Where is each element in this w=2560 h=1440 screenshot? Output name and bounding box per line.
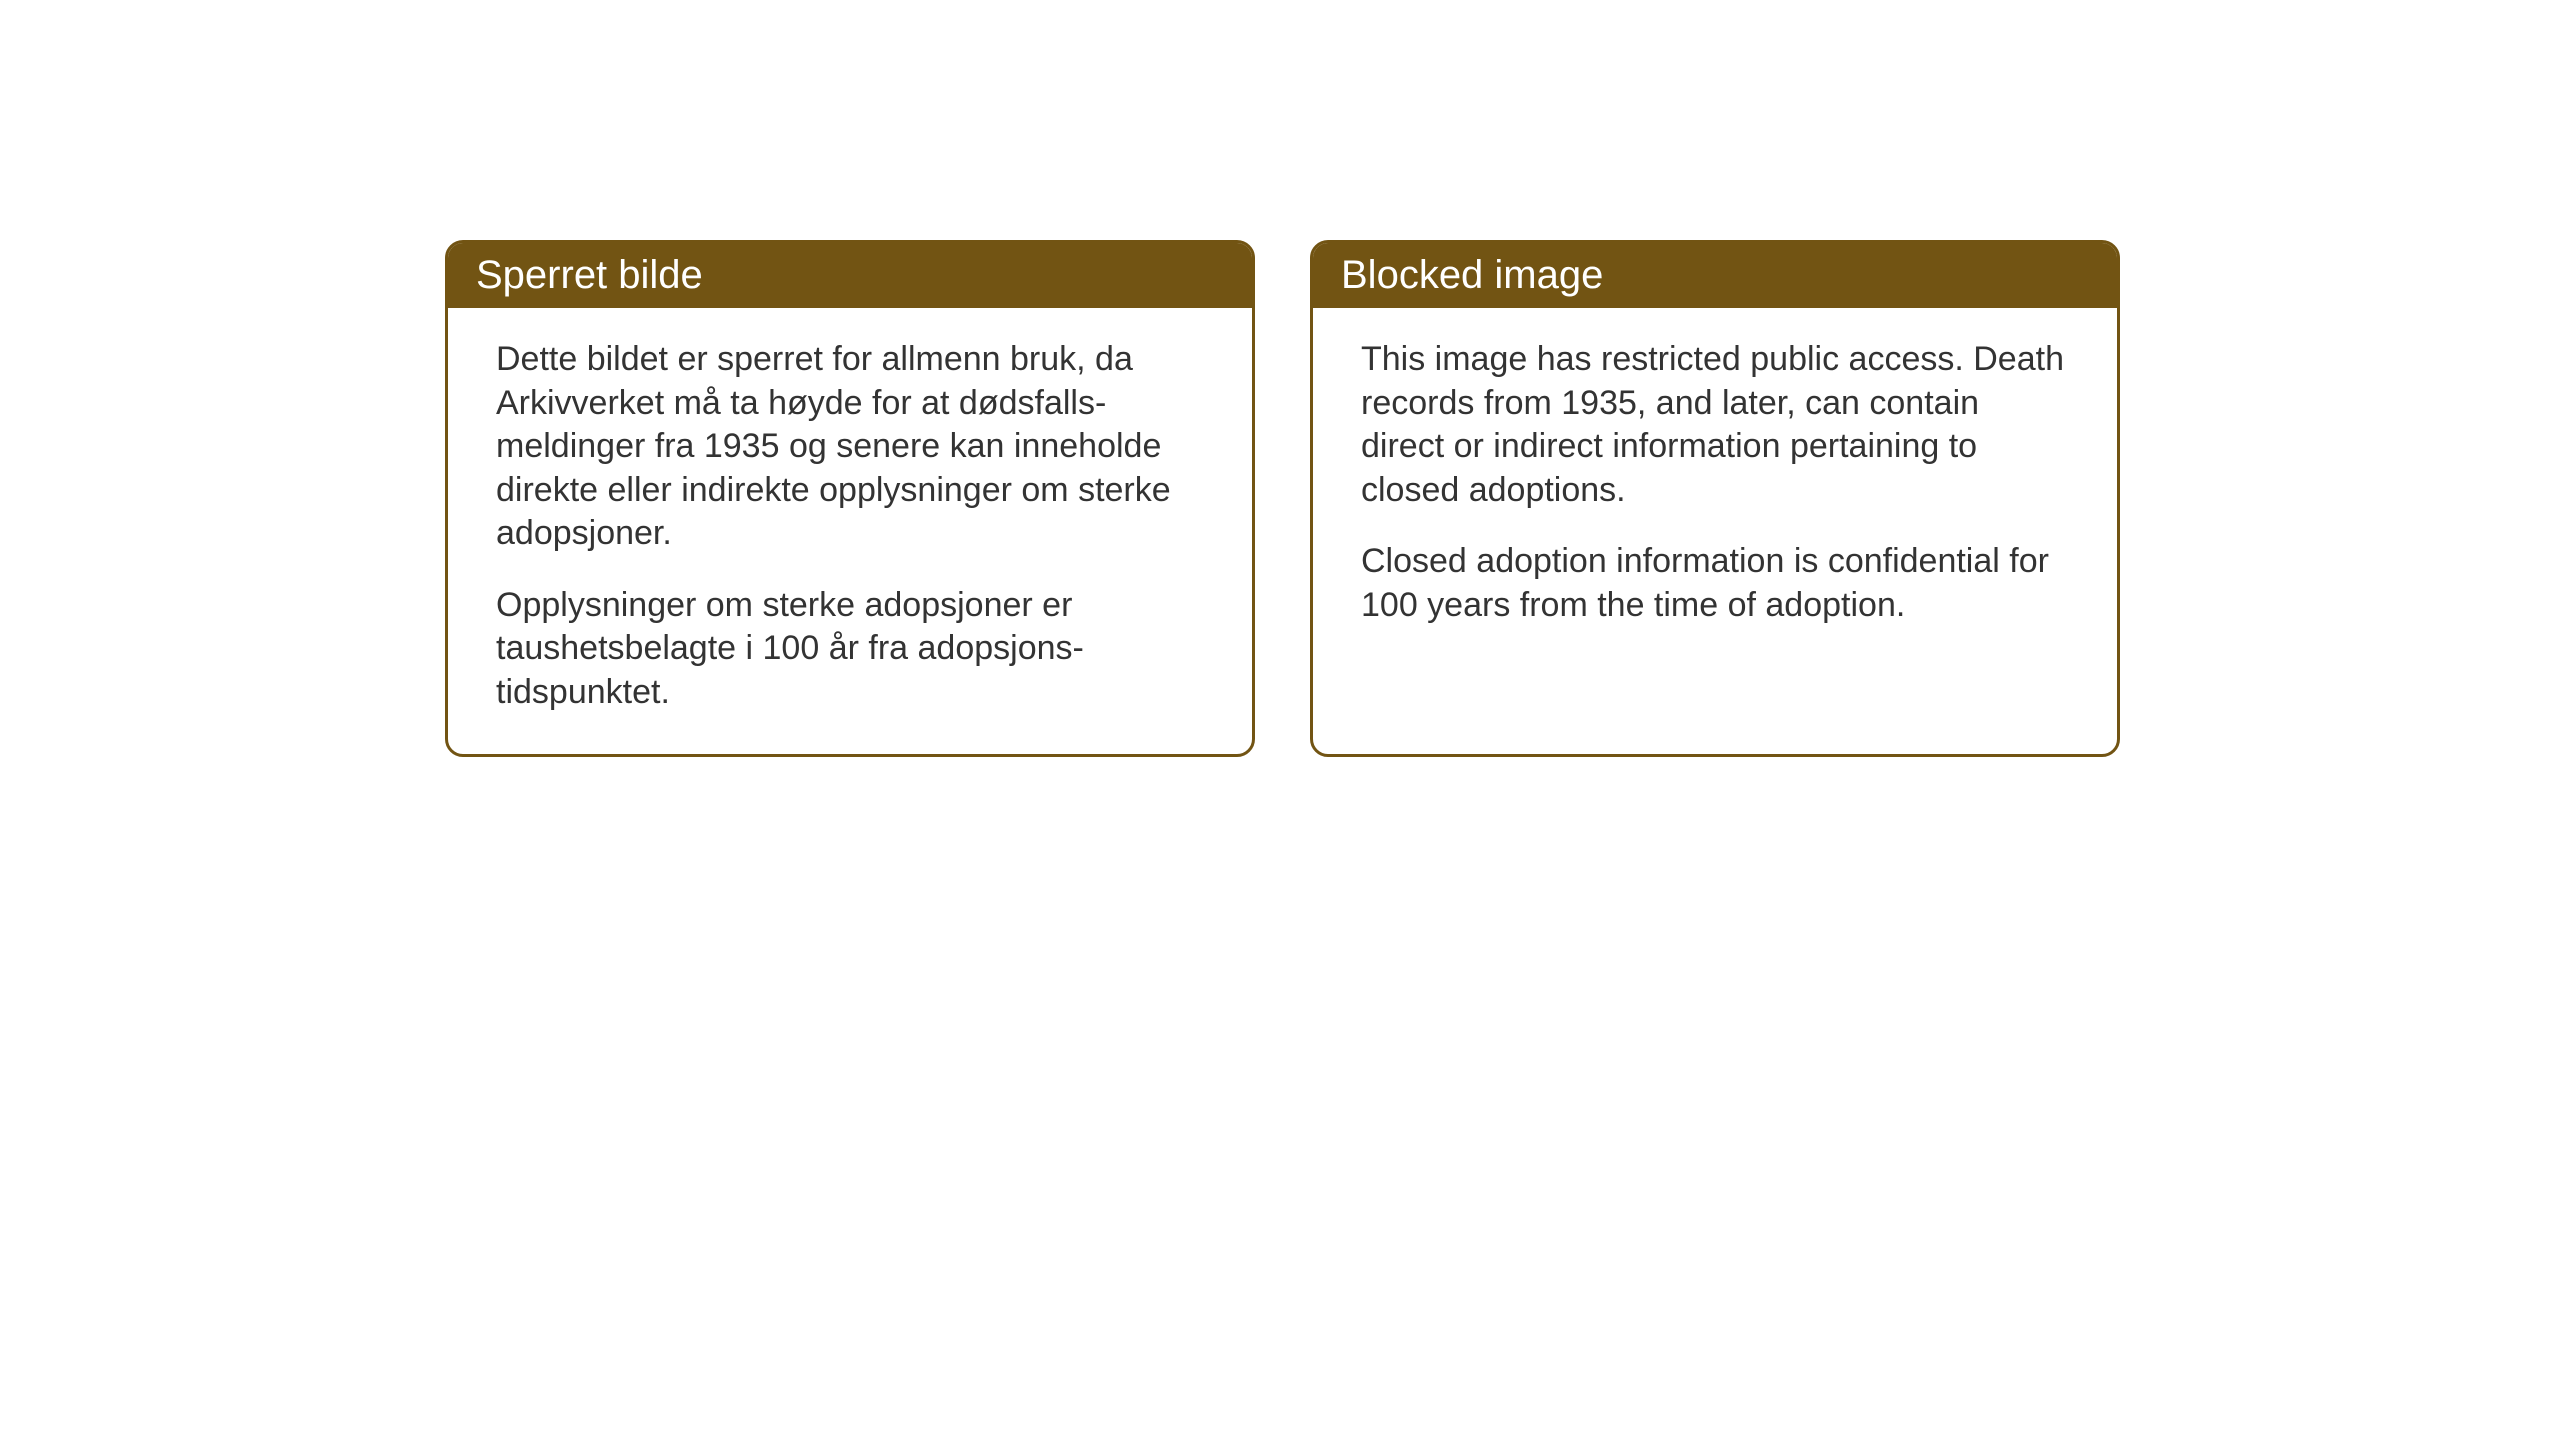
- english-card-body: This image has restricted public access.…: [1313, 308, 2117, 667]
- english-notice-card: Blocked image This image has restricted …: [1310, 240, 2120, 757]
- norwegian-notice-card: Sperret bilde Dette bildet er sperret fo…: [445, 240, 1255, 757]
- english-paragraph-2: Closed adoption information is confident…: [1361, 540, 2069, 627]
- norwegian-paragraph-2: Opplysninger om sterke adopsjoner er tau…: [496, 584, 1204, 715]
- english-card-header: Blocked image: [1313, 243, 2117, 308]
- english-paragraph-1: This image has restricted public access.…: [1361, 338, 2069, 512]
- norwegian-card-title: Sperret bilde: [476, 253, 703, 297]
- norwegian-card-body: Dette bildet er sperret for allmenn bruk…: [448, 308, 1252, 754]
- notice-cards-container: Sperret bilde Dette bildet er sperret fo…: [445, 240, 2120, 757]
- norwegian-card-header: Sperret bilde: [448, 243, 1252, 308]
- norwegian-paragraph-1: Dette bildet er sperret for allmenn bruk…: [496, 338, 1204, 556]
- english-card-title: Blocked image: [1341, 253, 1603, 297]
